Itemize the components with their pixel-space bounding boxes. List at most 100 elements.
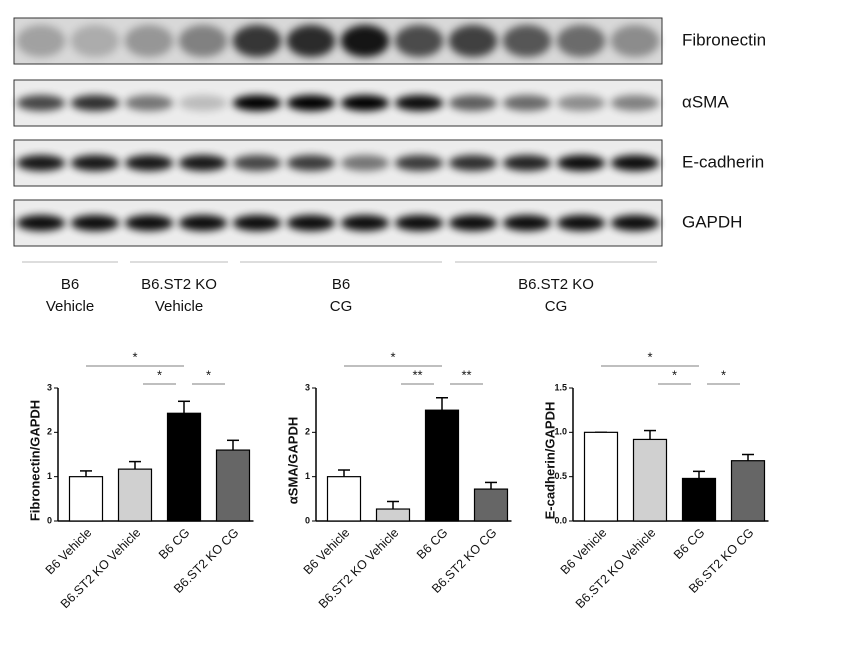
band	[178, 155, 228, 171]
y-tick-label: 1.0	[554, 427, 567, 437]
bar	[424, 409, 460, 522]
blot-background	[13, 17, 663, 65]
band	[502, 95, 552, 111]
blot-panel: GAPDH	[13, 199, 742, 247]
band	[502, 215, 552, 231]
band	[394, 155, 444, 171]
band	[70, 25, 120, 57]
band	[448, 25, 498, 57]
bar	[68, 476, 104, 522]
band	[232, 215, 282, 231]
band	[394, 95, 444, 111]
band	[610, 25, 660, 57]
band	[610, 215, 660, 231]
band	[232, 25, 282, 57]
band	[124, 25, 174, 57]
x-tick-label: B6 CG	[671, 526, 707, 562]
bar	[632, 438, 668, 522]
significance-label: *	[672, 367, 677, 382]
band	[232, 155, 282, 171]
x-tick-label: B6 CG	[156, 526, 192, 562]
bar	[681, 477, 717, 522]
band	[16, 215, 66, 231]
bar	[473, 488, 509, 522]
group-label: Vehicle	[155, 298, 203, 315]
band	[556, 155, 606, 171]
x-tick-label: B6 Vehicle	[43, 526, 95, 578]
blot-label: GAPDH	[682, 212, 742, 231]
band	[16, 95, 66, 111]
band	[16, 155, 66, 171]
band	[124, 155, 174, 171]
blot-background	[13, 199, 663, 247]
band	[340, 95, 390, 111]
y-tick-label: 3	[47, 382, 52, 392]
band	[178, 25, 228, 57]
blot-label: E-cadherin	[682, 152, 764, 171]
y-tick-label: 1.5	[554, 382, 567, 392]
band	[340, 25, 390, 57]
y-tick-label: 0.5	[554, 471, 567, 481]
group-label: B6.ST2 KO	[141, 276, 217, 293]
significance-label: *	[390, 349, 395, 364]
band	[178, 215, 228, 231]
y-tick-label: 2	[47, 427, 52, 437]
x-tick-label: B6 Vehicle	[558, 526, 610, 578]
band	[448, 155, 498, 171]
y-tick-label: 0.0	[554, 515, 567, 525]
bar	[326, 476, 362, 522]
group-label: CG	[330, 298, 353, 315]
significance-label: **	[461, 367, 471, 382]
y-tick-label: 1	[305, 471, 310, 481]
band	[448, 95, 498, 111]
y-tick-label: 3	[305, 382, 310, 392]
blot-panel: αSMA	[13, 79, 729, 127]
band	[340, 155, 390, 171]
significance-label: *	[132, 349, 137, 364]
blot-label: αSMA	[682, 92, 729, 111]
blot-background	[13, 79, 663, 127]
band	[286, 95, 336, 111]
x-tick-label: B6 Vehicle	[301, 526, 353, 578]
band	[610, 95, 660, 111]
band	[340, 215, 390, 231]
significance-label: *	[157, 367, 162, 382]
group-label: B6.ST2 KO	[518, 276, 594, 293]
bar	[166, 412, 202, 522]
bar	[215, 449, 251, 522]
y-tick-label: 0	[47, 515, 52, 525]
band	[556, 25, 606, 57]
x-tick-label: B6 CG	[414, 526, 450, 562]
bar	[583, 431, 619, 522]
band	[124, 95, 174, 111]
bar	[375, 508, 411, 522]
band	[556, 215, 606, 231]
band	[70, 215, 120, 231]
significance-label: *	[206, 367, 211, 382]
band	[124, 215, 174, 231]
group-label: B6	[61, 276, 79, 293]
bar	[117, 468, 153, 522]
band	[286, 155, 336, 171]
band	[502, 25, 552, 57]
band	[16, 25, 66, 57]
band	[394, 25, 444, 57]
y-tick-label: 0	[305, 515, 310, 525]
band	[448, 215, 498, 231]
band	[232, 95, 282, 111]
band	[70, 95, 120, 111]
y-tick-label: 1	[47, 471, 52, 481]
band	[556, 95, 606, 111]
y-axis-label: αSMA/GAPDH	[285, 417, 300, 504]
y-axis-label: Fibronectin/GAPDH	[27, 400, 42, 521]
band	[394, 215, 444, 231]
significance-label: **	[412, 367, 422, 382]
band	[286, 25, 336, 57]
band	[610, 155, 660, 171]
blot-label: Fibronectin	[682, 30, 766, 49]
bar	[730, 460, 766, 522]
group-label: CG	[545, 298, 568, 315]
group-label: B6	[332, 276, 350, 293]
significance-label: *	[647, 349, 652, 364]
